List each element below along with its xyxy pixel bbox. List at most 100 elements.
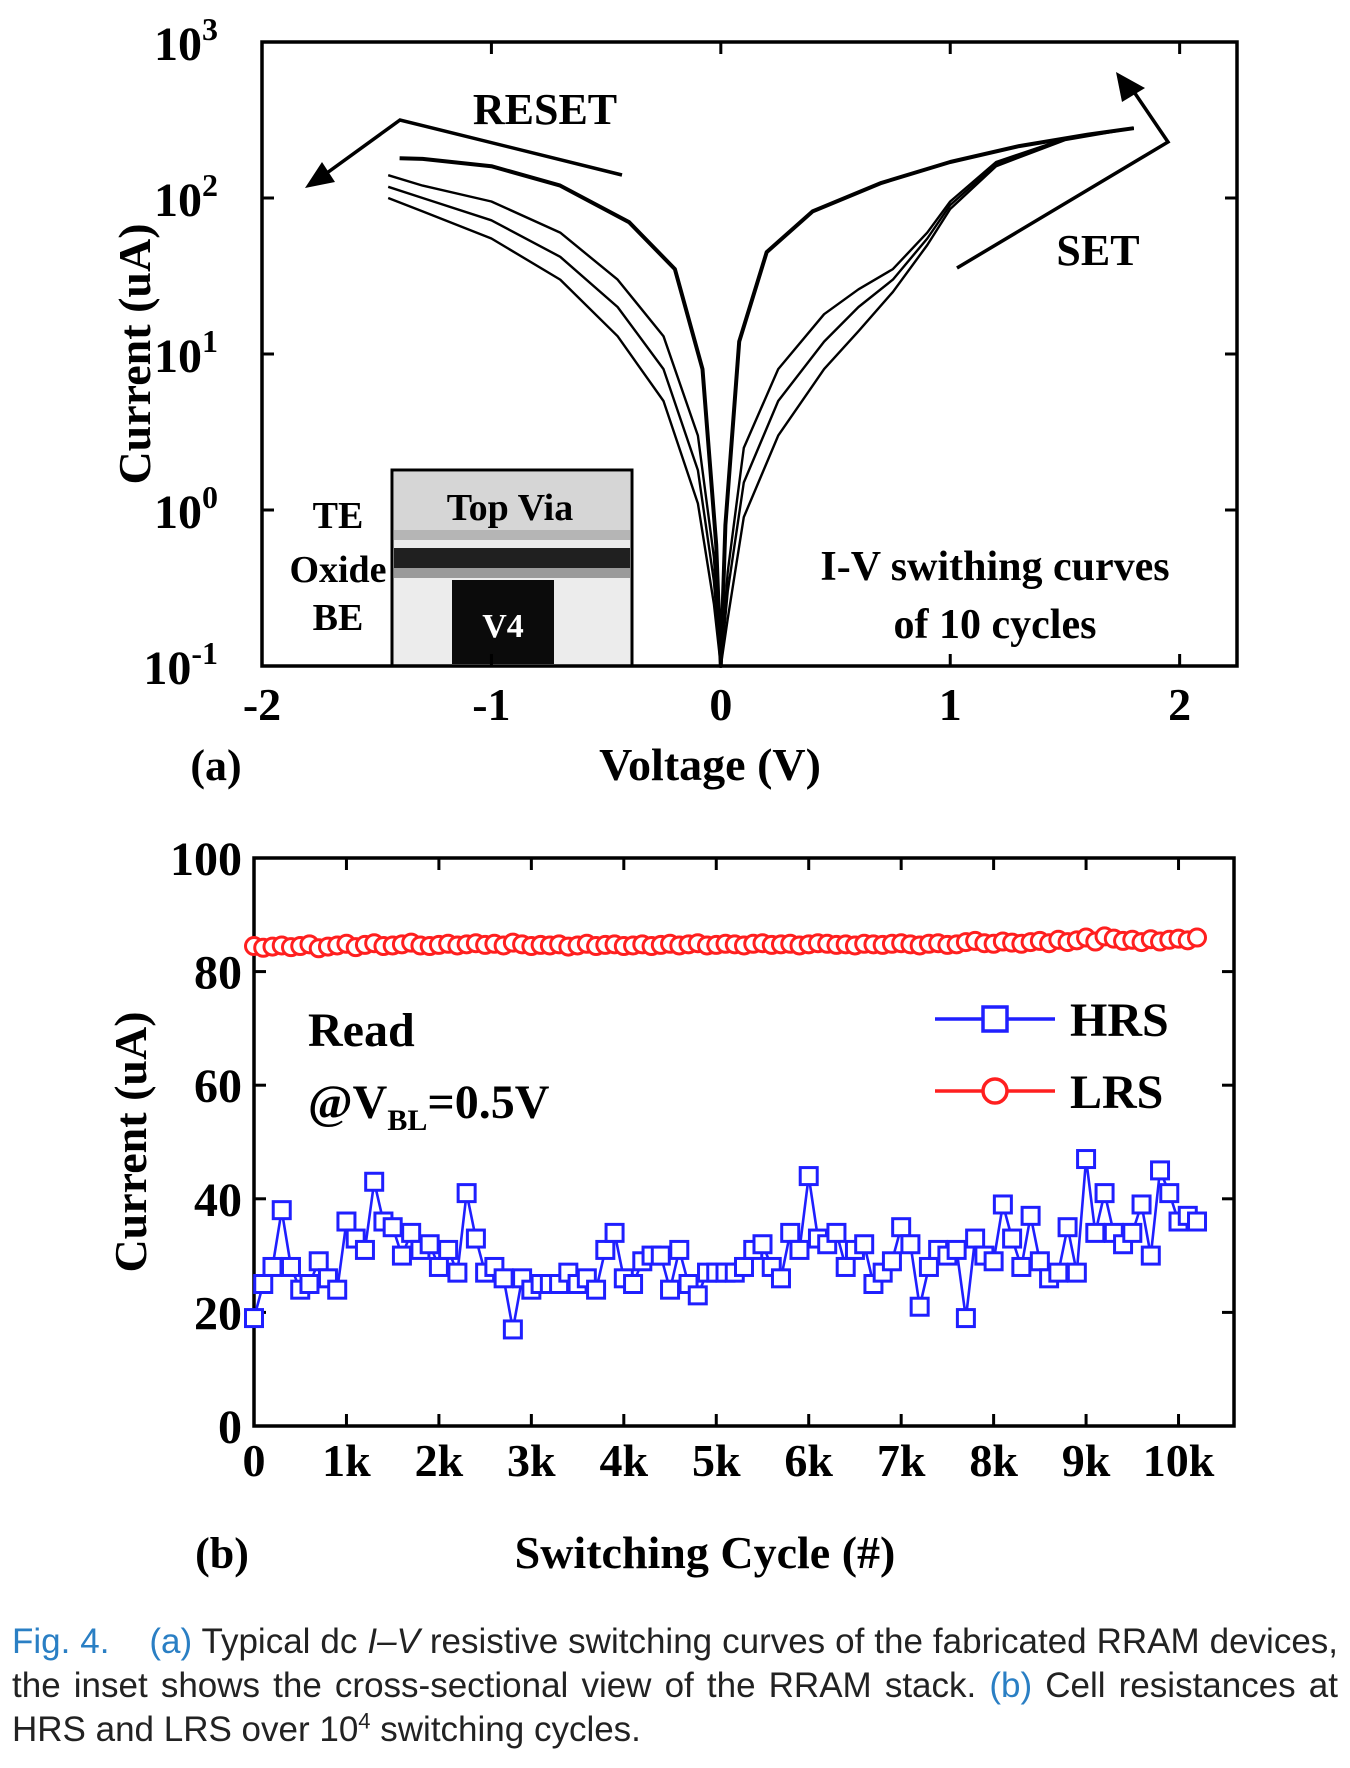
panel-b-label: (b) <box>195 1529 249 1578</box>
x-tick-label: 0 <box>709 679 732 730</box>
hrs-point <box>1159 1183 1180 1204</box>
hrs-point <box>280 1256 301 1277</box>
hrs-point <box>419 1234 440 1255</box>
inset-oxide-label: Oxide <box>289 549 386 591</box>
panel-b-frame <box>252 856 1236 1428</box>
info-line1: I-V swithing curves <box>820 544 1169 590</box>
hrs-point <box>881 1251 902 1272</box>
hrs-point <box>447 1262 468 1283</box>
inset-v4-label: V4 <box>482 608 524 645</box>
hrs-point <box>271 1200 292 1221</box>
x-tick-label: 2 <box>1168 679 1191 730</box>
tem-inset: Top Via V4 <box>390 468 634 668</box>
inset-te-label: TE <box>313 495 364 537</box>
x-tick-label: 2k <box>415 1435 464 1486</box>
hrs-point <box>253 1274 274 1294</box>
hrs-point <box>456 1183 477 1204</box>
panel-b-xlabel: Switching Cycle (#) <box>515 1527 896 1578</box>
y-tick-label: 101 <box>154 323 218 383</box>
hrs-point <box>1094 1183 1115 1204</box>
hrs-point <box>900 1234 921 1255</box>
hrs-point <box>354 1239 375 1260</box>
hrs-point <box>798 1166 819 1187</box>
y-tick-label: 100 <box>154 479 218 539</box>
hrs-point <box>946 1239 967 1260</box>
hrs-point <box>401 1222 422 1243</box>
panel-b-ylabel: Current (uA) <box>105 1011 156 1272</box>
caption-text-1: Typical dc <box>192 1622 368 1661</box>
set-arrow <box>956 85 1171 270</box>
y-tick-label: 102 <box>154 167 218 227</box>
iv-curve <box>399 126 1135 668</box>
hrs-point <box>1076 1149 1097 1170</box>
caption-b-label: (b) <box>989 1666 1033 1705</box>
y-tick-label: 20 <box>194 1287 242 1340</box>
hrs-point <box>965 1228 986 1249</box>
hrs-point <box>1131 1194 1152 1215</box>
x-tick-label: 9k <box>1062 1435 1111 1486</box>
hrs-point <box>835 1256 856 1277</box>
inset-top-via-label: Top Via <box>447 487 573 529</box>
hrs-point <box>382 1217 403 1238</box>
figure-canvas: Top Via V4 TE Oxide BE -2 -1 0 1 2 103 102 101 1… <box>105 11 1239 1578</box>
hrs-point <box>1187 1211 1208 1232</box>
panel-a-chart: Top Via V4 TE Oxide BE -2 -1 0 1 2 103 102 101 1… <box>109 11 1239 790</box>
x-tick-label: 5k <box>692 1435 741 1486</box>
caption-iv: I–V <box>367 1622 420 1661</box>
x-tick-label: -2 <box>243 679 281 730</box>
hrs-point <box>660 1279 681 1300</box>
hrs-point <box>586 1279 607 1300</box>
hrs-point <box>789 1239 810 1260</box>
iv-curves <box>387 126 1135 668</box>
panel-a-ticks: -2 -1 0 1 2 103 102 101 100 10-1 <box>143 11 1237 730</box>
reset-arrow <box>318 118 623 180</box>
hrs-point <box>428 1256 449 1277</box>
hrs-point <box>909 1296 930 1317</box>
hrs-point <box>262 1256 283 1277</box>
x-tick-label: 10k <box>1143 1435 1215 1486</box>
x-tick-label: 1 <box>939 679 962 730</box>
figure-caption: Fig. 4. (a) Typical dc I–V resistive swi… <box>12 1620 1338 1752</box>
panel-a-label: (a) <box>190 741 241 790</box>
iv-curve <box>387 127 1134 668</box>
y-tick-label: 40 <box>194 1174 242 1227</box>
hrs-point <box>465 1228 486 1249</box>
hrs-point <box>891 1217 912 1238</box>
reset-label: RESET <box>473 85 617 134</box>
read-condition: @VBL=0.5V <box>308 1076 550 1137</box>
hrs-point <box>983 1251 1004 1272</box>
set-arrowhead <box>1116 72 1145 102</box>
hrs-point <box>364 1171 385 1192</box>
y-tick-label: 0 <box>218 1401 242 1454</box>
caption-fig-number: Fig. 4. <box>12 1622 110 1661</box>
hrs-series-line <box>252 1158 1198 1330</box>
hrs-point <box>1150 1160 1171 1181</box>
legend-lrs-marker <box>981 1077 1009 1105</box>
legend-lrs-label: LRS <box>1070 1066 1163 1119</box>
hrs-point <box>1020 1205 1041 1226</box>
iv-curve <box>387 127 1135 668</box>
caption-text-4: switching cycles. <box>370 1710 641 1749</box>
hrs-point <box>780 1222 801 1243</box>
hrs-point <box>1057 1217 1078 1238</box>
inset-be-label: BE <box>313 597 364 639</box>
read-label: Read <box>308 1004 415 1057</box>
hrs-point <box>992 1194 1013 1215</box>
hrs-point <box>336 1211 357 1232</box>
hrs-point <box>1122 1222 1143 1243</box>
x-tick-label: 6k <box>784 1435 833 1486</box>
hrs-point <box>955 1308 976 1329</box>
hrs-point <box>244 1308 264 1329</box>
x-tick-label: 3k <box>507 1435 556 1486</box>
lrs-point <box>1187 927 1208 948</box>
set-label: SET <box>1056 226 1139 275</box>
legend-hrs-marker <box>981 1005 1009 1033</box>
hrs-point <box>308 1251 329 1272</box>
hrs-point <box>1048 1262 1069 1283</box>
hrs-point <box>604 1222 625 1243</box>
y-tick-label: 60 <box>194 1060 242 1113</box>
hrs-point <box>826 1222 847 1243</box>
hrs-point <box>752 1234 773 1255</box>
x-tick-label: 1k <box>322 1435 371 1486</box>
